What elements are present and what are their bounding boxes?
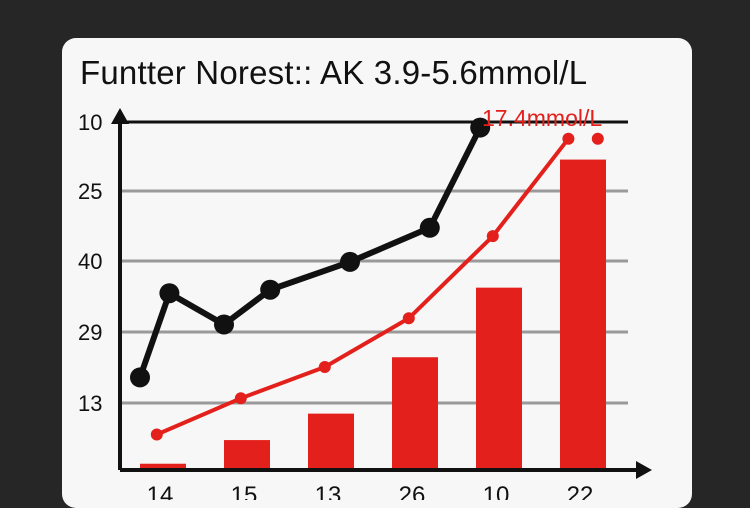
black-series-point <box>130 367 150 388</box>
x-tick-label: 14 <box>147 482 174 500</box>
y-tick-label: 10 <box>78 110 102 135</box>
red-series-point <box>318 360 331 373</box>
black-series-point <box>214 314 234 335</box>
bar <box>224 440 270 470</box>
black-series-point <box>159 283 180 304</box>
red-series-point <box>591 132 604 145</box>
black-series-point <box>419 217 440 238</box>
black-series-point <box>340 251 360 272</box>
y-tick-label: 29 <box>78 320 102 345</box>
bar <box>560 159 606 471</box>
red-series-point <box>486 230 499 243</box>
bar <box>392 357 438 470</box>
y-tick-label: 25 <box>78 179 102 204</box>
red-series-point <box>150 428 163 441</box>
bar <box>140 463 186 470</box>
y-tick-label: 13 <box>78 391 102 416</box>
bar <box>308 413 354 470</box>
chart-title: Funtter Norest:: AK 3.9-5.6mmol/L <box>80 54 588 91</box>
annotation-label: 17.4mmol/L <box>482 105 602 131</box>
y-tick-label: 40 <box>78 249 102 274</box>
red-series-point <box>562 132 575 145</box>
bar <box>476 287 522 470</box>
x-tick-label: 10 <box>483 482 510 500</box>
x-tick-label: 26 <box>399 482 426 500</box>
black-series-point <box>260 279 281 300</box>
black-series-point <box>470 117 491 138</box>
red-series-point <box>402 312 415 325</box>
x-tick-label: 22 <box>567 482 594 500</box>
x-tick-label: 13 <box>315 482 342 500</box>
y-axis-arrow <box>111 108 129 124</box>
red-series-line <box>156 137 570 437</box>
x-axis-arrow <box>636 461 652 479</box>
x-tick-label: 15 <box>231 482 258 500</box>
black-series-line <box>137 126 483 379</box>
red-series-point <box>234 392 247 405</box>
